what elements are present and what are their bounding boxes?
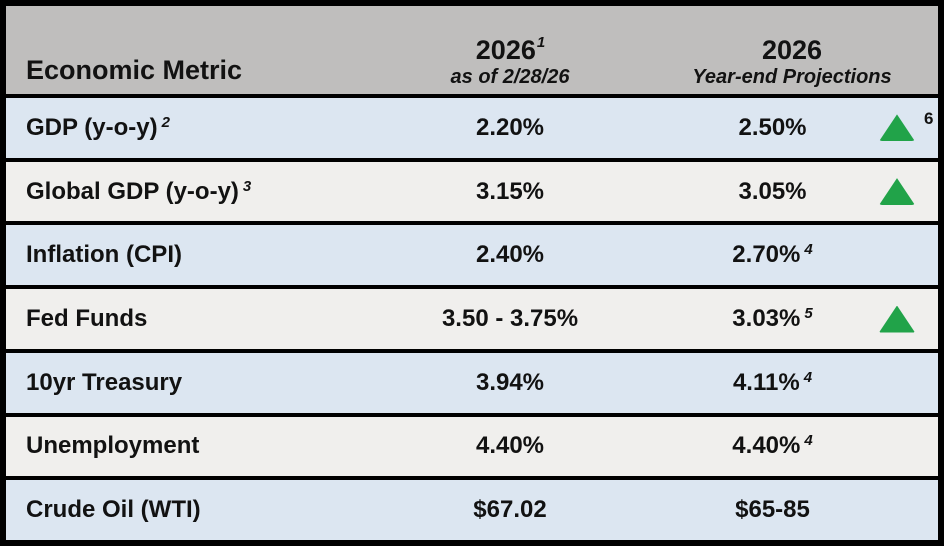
metric-label: Global GDP (y-o-y) 3 — [26, 177, 252, 205]
metric-label: Unemployment — [26, 432, 200, 460]
table-header: Economic Metric 20261 as of 2/28/26 2026… — [6, 6, 938, 94]
indicator-cell — [871, 353, 938, 413]
current-value: 3.50 - 3.75% — [441, 305, 579, 333]
projection-value: 2.50% — [738, 113, 807, 141]
table-row: Inflation (CPI) 2.40% 2.70% 4 — [6, 225, 938, 286]
projection-value: 3.05% — [738, 177, 807, 205]
table-row: Unemployment 4.40% 4.40% 4 — [6, 416, 938, 477]
header-current-column: 20261 as of 2/28/26 — [374, 6, 646, 94]
table-row: GDP (y-o-y) 2 2.20% 2.50% 6 — [6, 98, 938, 158]
metric-label: GDP (y-o-y) 2 — [26, 113, 170, 141]
header-current-title-footnote: 1 — [536, 34, 546, 52]
header-metric-label: Economic Metric — [26, 55, 243, 85]
metric-label: Fed Funds — [26, 305, 148, 333]
projection-value: $65-85 — [735, 496, 810, 524]
header-projection-title: 2026 — [761, 35, 823, 66]
projection-footnote: 4 — [803, 368, 813, 386]
projection-value: 4.11% 4 — [732, 368, 813, 396]
indicator-footnote: 6 — [924, 108, 934, 128]
projection-value: 2.70% 4 — [732, 241, 813, 269]
projection-value: 3.03% 5 — [732, 305, 813, 333]
header-projection-subtitle: Year-end Projections — [692, 66, 892, 88]
metric-footnote: 3 — [242, 177, 252, 195]
indicator-cell: 6 — [871, 98, 938, 158]
metric-label: 10yr Treasury — [26, 368, 183, 396]
up-triangle-icon — [879, 114, 915, 142]
projection-value: 4.40% 4 — [732, 432, 813, 460]
current-value: 2.20% — [475, 113, 545, 141]
table-row: 10yr Treasury 3.94% 4.11% 4 — [6, 352, 938, 413]
up-triangle-icon — [879, 178, 915, 206]
current-value: 3.94% — [475, 368, 545, 396]
projection-footnote: 4 — [804, 432, 813, 450]
indicator-cell — [871, 225, 938, 285]
indicator-cell — [871, 480, 938, 540]
header-current-title-text: 2026 — [475, 35, 536, 66]
metric-label: Inflation (CPI) — [26, 241, 182, 269]
indicator-cell — [871, 162, 938, 222]
metric-footnote: 2 — [161, 113, 170, 131]
table-row: Global GDP (y-o-y) 3 3.15% 3.05% — [6, 161, 938, 222]
projection-footnote: 4 — [804, 241, 813, 259]
current-value: 3.15% — [475, 177, 545, 205]
current-value: 4.40% — [475, 432, 545, 460]
header-current-title: 20261 — [475, 34, 546, 66]
indicator-cell — [871, 289, 938, 349]
header-current-subtitle: as of 2/28/26 — [450, 66, 570, 88]
up-triangle-icon — [879, 305, 915, 333]
header-projection-column: 2026 Year-end Projections — [646, 6, 938, 94]
current-value: $67.02 — [473, 496, 547, 524]
projection-footnote: 5 — [804, 305, 813, 323]
table-row: Fed Funds 3.50 - 3.75% 3.03% 5 — [6, 289, 938, 349]
metric-label: Crude Oil (WTI) — [26, 496, 201, 524]
indicator-cell — [871, 417, 938, 477]
table-row: Crude Oil (WTI) $67.02 $65-85 — [6, 480, 938, 541]
current-value: 2.40% — [475, 241, 545, 269]
